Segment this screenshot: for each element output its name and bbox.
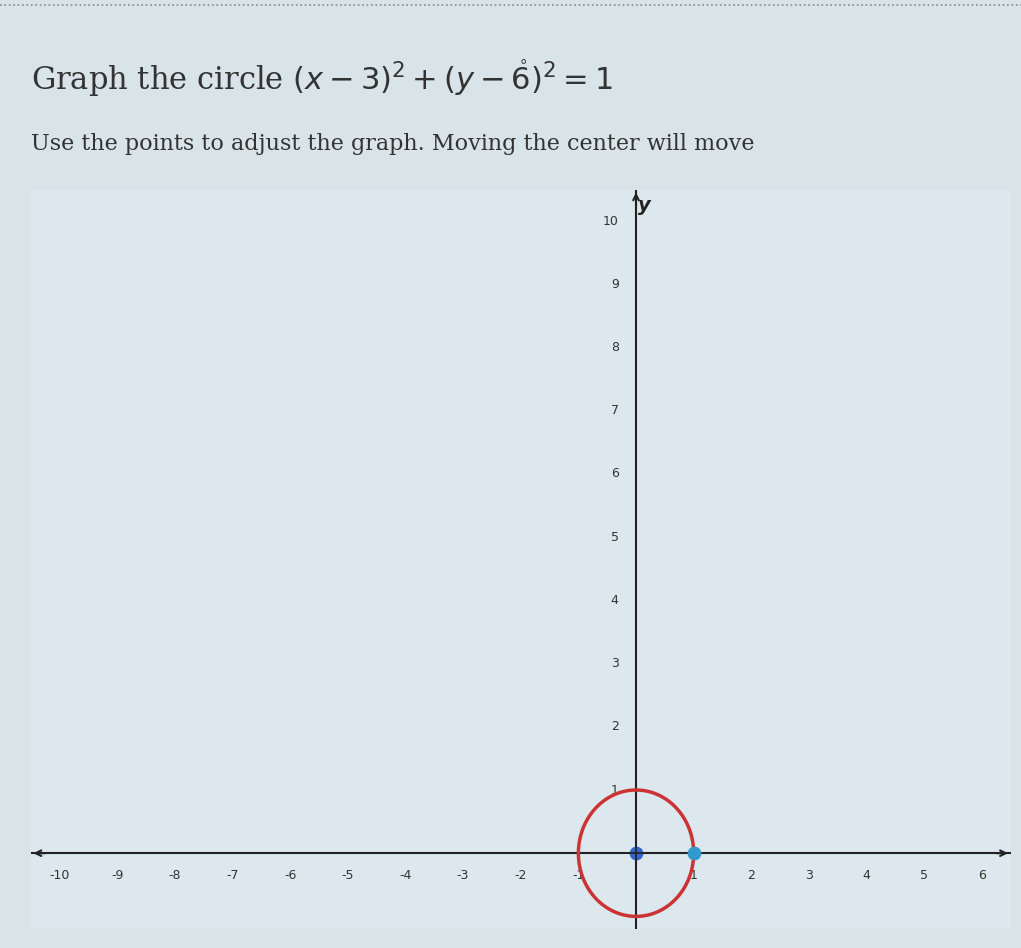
Text: -4: -4 (399, 869, 411, 882)
Text: -10: -10 (49, 869, 69, 882)
Text: -8: -8 (168, 869, 181, 882)
Text: 2: 2 (747, 869, 756, 882)
Text: 8: 8 (611, 341, 619, 355)
Text: 3: 3 (805, 869, 813, 882)
Text: 10: 10 (602, 214, 619, 228)
Text: Use the points to adjust the graph. Moving the center will move: Use the points to adjust the graph. Movi… (31, 133, 755, 155)
Text: -1: -1 (572, 869, 585, 882)
Text: -5: -5 (341, 869, 354, 882)
Text: 6: 6 (611, 467, 619, 481)
Text: -2: -2 (515, 869, 527, 882)
Text: -9: -9 (111, 869, 124, 882)
Point (628, 846, 644, 861)
Text: 1: 1 (611, 783, 619, 796)
Text: 7: 7 (611, 404, 619, 417)
Text: 4: 4 (611, 593, 619, 607)
Text: 9: 9 (611, 278, 619, 291)
Text: 1: 1 (690, 869, 697, 882)
Text: -6: -6 (284, 869, 296, 882)
Text: -3: -3 (456, 869, 470, 882)
Point (685, 846, 701, 861)
Text: 6: 6 (978, 869, 986, 882)
Text: 4: 4 (863, 869, 871, 882)
Text: 5: 5 (920, 869, 928, 882)
Text: 3: 3 (611, 657, 619, 670)
Text: -7: -7 (227, 869, 239, 882)
Text: y: y (638, 196, 651, 215)
Text: 5: 5 (611, 531, 619, 544)
Text: Graph the circle $(x-3)^2 + (y-\mathring{6})^2 = 1$: Graph the circle $(x-3)^2 + (y-\mathring… (31, 57, 613, 99)
Text: 2: 2 (611, 720, 619, 734)
